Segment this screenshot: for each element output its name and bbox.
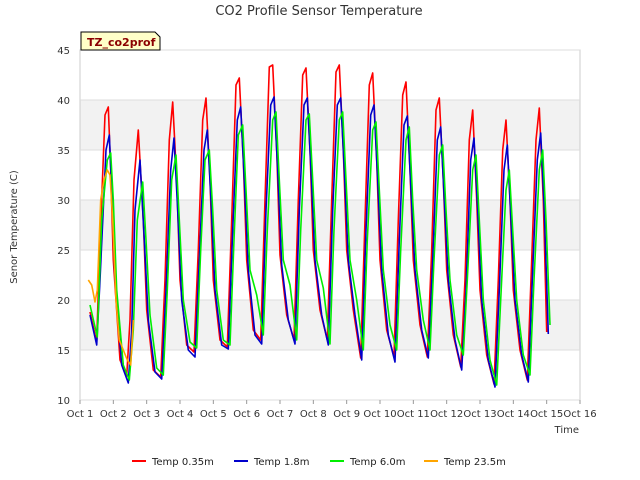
x-tick-label: Oct 11 xyxy=(397,409,430,420)
legend: Temp 0.35m Temp 1.8m Temp 6.0m Temp 23.5m xyxy=(132,457,506,468)
legend-label: Temp 6.0m xyxy=(349,457,405,468)
x-tick-label: Oct 14 xyxy=(497,409,530,420)
site-badge: TZ_co2prof xyxy=(80,31,161,51)
y-tick-label: 10 xyxy=(57,396,70,407)
x-axis-ticks: Oct 1 Oct 2 Oct 3 Oct 4 Oct 5 Oct 6 Oct 7 Oct 8… xyxy=(67,400,597,420)
series-line-temp-23-5m xyxy=(87,169,135,366)
legend-label: Temp 1.8m xyxy=(253,457,309,468)
plot-band xyxy=(80,100,580,150)
x-tick-label: Oct 13 xyxy=(463,409,496,420)
x-axis-label: Time xyxy=(554,425,579,436)
y-axis-ticks: 10 15 20 25 30 35 40 45 xyxy=(57,46,70,407)
series-layer xyxy=(87,64,551,388)
plot-band xyxy=(80,150,580,200)
x-tick-label: Oct 12 xyxy=(430,409,463,420)
x-tick-label: Oct 1 xyxy=(67,409,94,420)
y-tick-label: 25 xyxy=(57,246,70,257)
plot-band xyxy=(80,50,580,100)
x-tick-label: Oct 6 xyxy=(233,409,260,420)
x-tick-label: Oct 8 xyxy=(300,409,327,420)
site-badge-box xyxy=(80,31,161,51)
x-tick-label: Oct 15 xyxy=(530,409,563,420)
y-tick-label: 30 xyxy=(57,196,70,207)
y-tick-label: 35 xyxy=(57,146,70,157)
x-tick-label: Oct 2 xyxy=(100,409,127,420)
y-tick-label: 15 xyxy=(57,346,70,357)
legend-label: Temp 0.35m xyxy=(151,457,214,468)
x-tick-label: Oct 16 xyxy=(563,409,596,420)
y-tick-label: 45 xyxy=(57,46,70,57)
x-tick-label: Oct 3 xyxy=(133,409,160,420)
x-tick-label: Oct 9 xyxy=(333,409,360,420)
series-line-temp-6-0m xyxy=(89,111,551,386)
x-tick-label: Oct 7 xyxy=(267,409,294,420)
y-tick-label: 20 xyxy=(57,296,70,307)
x-tick-label: Oct 10 xyxy=(363,409,396,420)
series-line-temp-1-8m xyxy=(89,96,550,388)
x-tick-label: Oct 4 xyxy=(167,409,194,420)
legend-label: Temp 23.5m xyxy=(443,457,506,468)
y-axis-label: Senor Temperature (C) xyxy=(9,170,20,284)
y-tick-label: 40 xyxy=(57,96,70,107)
chart-title: CO2 Profile Sensor Temperature xyxy=(215,4,422,19)
x-tick-label: Oct 5 xyxy=(200,409,227,420)
site-badge-label: TZ_co2prof xyxy=(87,36,156,49)
